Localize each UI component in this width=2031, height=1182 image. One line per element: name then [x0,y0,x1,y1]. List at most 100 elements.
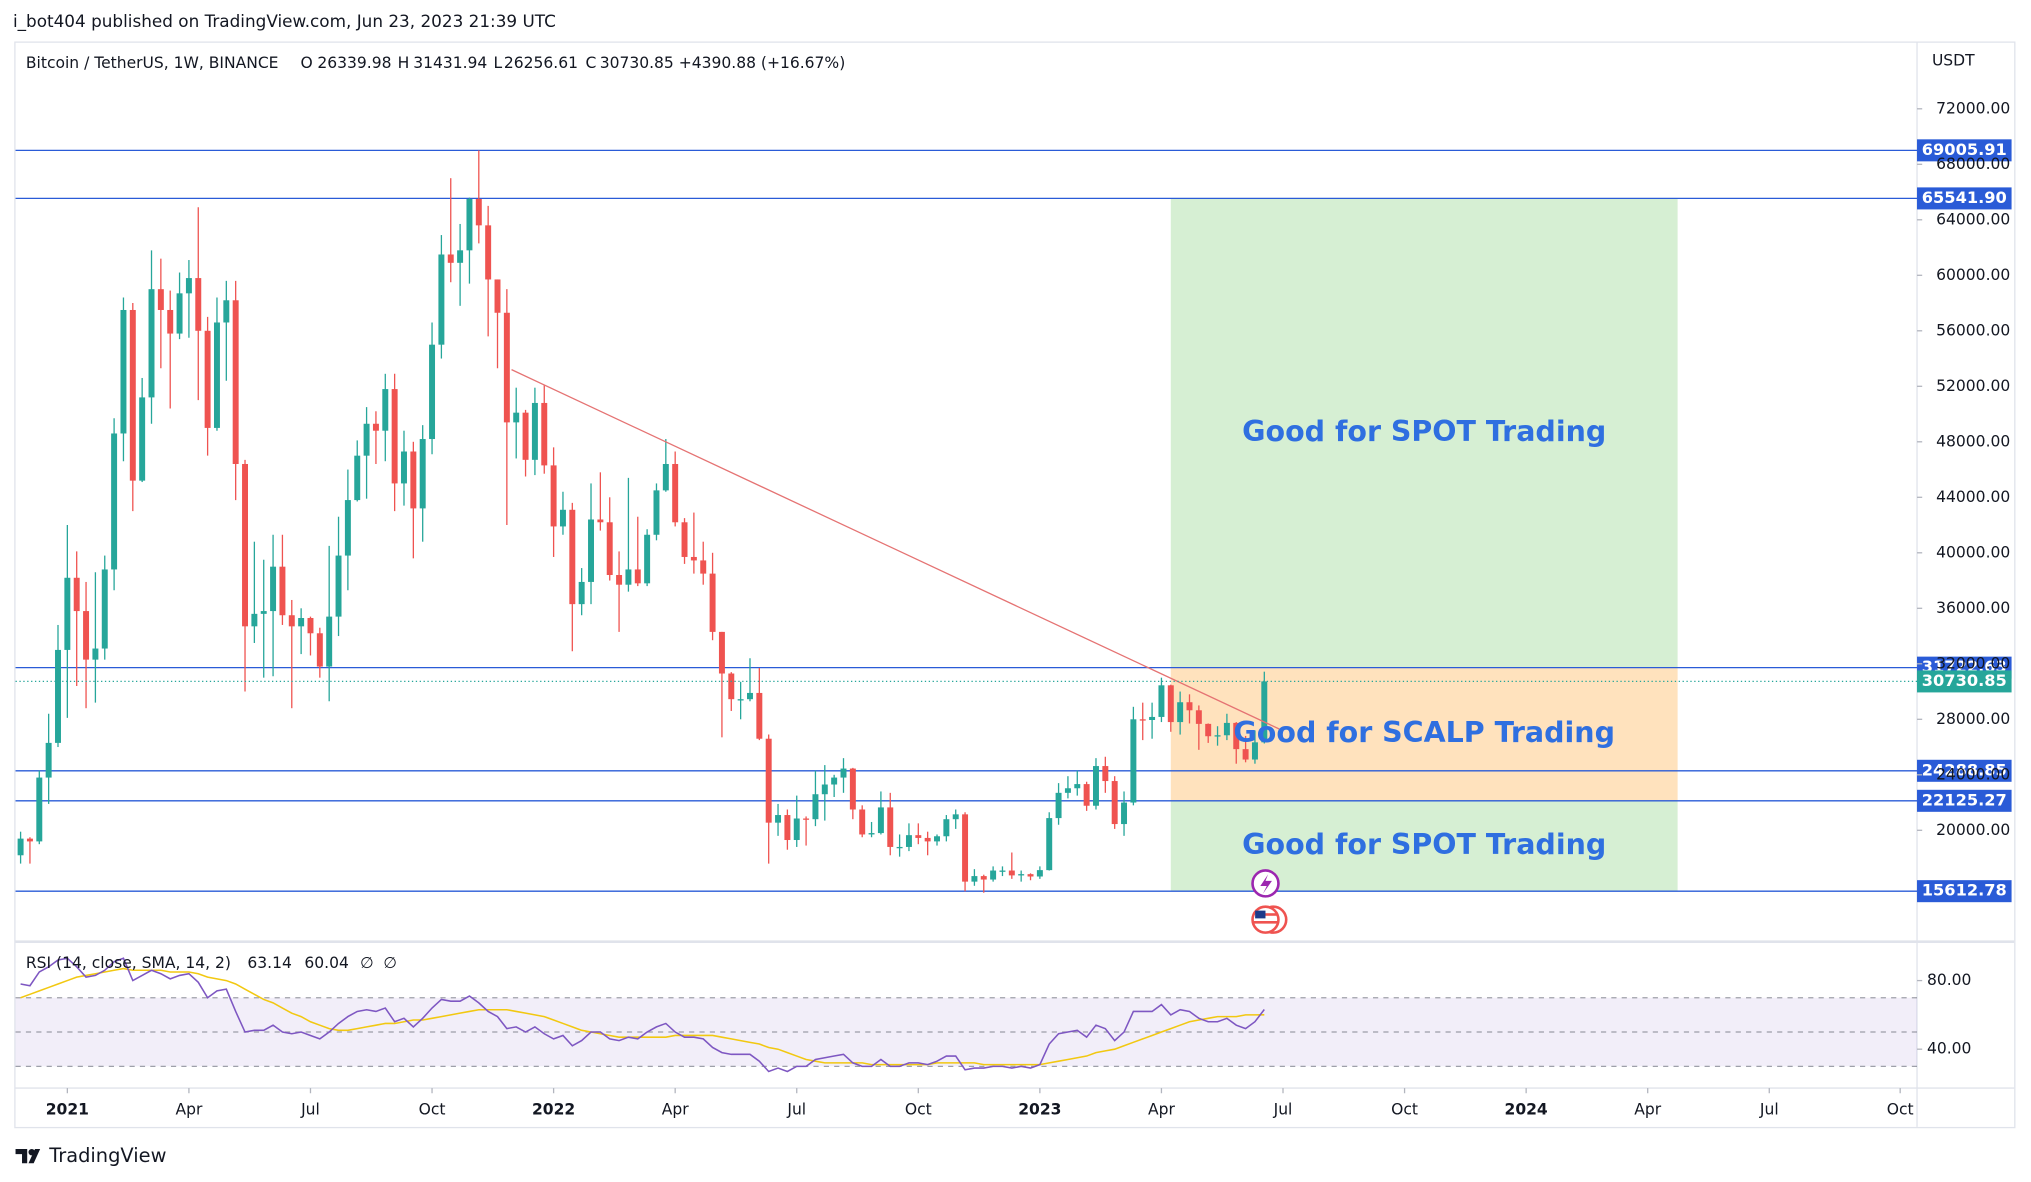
zones [1170,198,1678,892]
y-tick-label: 36000.00 [1936,599,2010,617]
candle-body [195,278,202,331]
x-tick-label: Jul [786,1101,806,1119]
footer-logo [15,1148,41,1164]
candle-body [73,577,80,612]
candle-body [298,618,305,627]
candle-body [36,777,43,842]
x-tick-label: Jul [1759,1101,1779,1119]
y-tick-label: 60000.00 [1936,266,2010,284]
candle-body [111,433,118,570]
candle-body [185,278,192,294]
candle-body [232,300,239,464]
candle-body [419,439,426,509]
level-label-box [1917,187,2012,210]
candle-body [999,870,1006,872]
candle-body [223,300,230,323]
candle-body [316,633,323,667]
candle-body [765,738,772,823]
level-label: 22125.27 [1922,790,2007,809]
candle-body [775,815,782,823]
candle-body [559,509,566,527]
candle-body [1036,870,1043,877]
candle-body [616,574,623,585]
candle-body [1177,702,1184,723]
frame [14,41,2016,1129]
y-axis-label: USDT [1932,51,1975,69]
candle-body [17,838,24,856]
trendline [511,369,1280,730]
candle-body [1102,766,1109,782]
candle-body [700,560,707,574]
x-tick-label: Oct [1887,1101,1914,1119]
candle-body [429,344,436,440]
level-label: 65541.90 [1922,188,2007,207]
candle-body [204,330,211,428]
x-tick-label: Oct [905,1101,932,1119]
candle-body [784,815,791,841]
candle-body [747,692,753,700]
candle-body [1149,716,1156,720]
event-icon-bolt [1260,874,1272,894]
candle-body [391,389,398,484]
candle-body [401,451,407,484]
rsi-line [20,957,1265,1073]
candle-body [363,423,370,456]
candle-body [335,555,342,617]
x-tick-label: Apr [662,1101,689,1119]
candle-body [905,835,912,847]
candle-body [1130,719,1137,803]
logo-dot [28,1148,35,1156]
candle-body [242,463,249,627]
candle-body [625,569,632,585]
candle-body [1074,784,1081,789]
candle-body [64,577,71,650]
candle-body [494,279,501,313]
candle-body [372,423,379,431]
candle-body [859,809,866,835]
candle-body [1008,870,1015,876]
candle-body [1055,792,1062,819]
candle-body [1158,685,1165,717]
legend-value: 26339.98 [317,54,391,72]
candle-body [569,509,576,605]
legend-letter: L [494,54,503,72]
candle-body [597,519,604,523]
candle-body [943,819,950,837]
candle-body [457,250,464,263]
marks [15,149,1918,1073]
y-tick-label: 48000.00 [1936,432,2010,450]
x-tick-label: Apr [1634,1101,1661,1119]
candle-body [513,412,520,423]
candle-body [662,463,669,491]
candle-body [541,402,548,466]
candle-body [101,569,108,649]
candle-body [288,615,295,627]
x-tick-label: Apr [175,1101,202,1119]
candle-body [1242,749,1249,760]
candle-body [1167,685,1174,723]
candle-body [709,573,716,632]
candle-body [466,198,473,251]
zone [1170,198,1678,668]
candle-body [410,451,417,509]
y-tick-label: 24000.00 [1936,765,2010,783]
candle-body [896,846,903,849]
candle-body [962,814,969,882]
candle-body [55,649,61,743]
x-tick-label: Oct [419,1101,446,1119]
candle-body [213,322,220,428]
legend-letter: O [301,54,313,72]
rsi-band [15,997,1918,1067]
candle-body [1223,722,1230,736]
level-label-box [1917,139,2012,162]
rsi-sma-line [20,967,1265,1066]
candle-body [354,455,361,501]
byline: i_bot404 published on TradingView.com, J… [13,11,556,32]
candle-body [1261,681,1268,743]
candle-body [812,794,819,820]
candle-body [578,581,585,605]
candle-body [139,397,146,481]
rsi-name: RSI (14, close, SMA, 14, 2) [26,954,231,972]
candle-body [737,699,744,701]
